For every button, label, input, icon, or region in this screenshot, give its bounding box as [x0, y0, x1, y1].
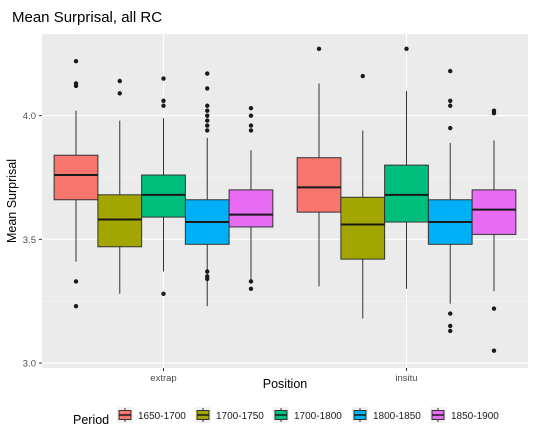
outlier-point [248, 128, 254, 133]
outlier-point [205, 269, 210, 274]
outlier-point [448, 323, 453, 329]
outlier-point [161, 291, 166, 296]
x-tick-label: extrap [150, 373, 176, 384]
box-body [296, 157, 342, 213]
box-1850-1900-extrap [228, 106, 274, 292]
y-axis-title: Mean Surprisal [5, 159, 19, 243]
box-body [97, 194, 143, 248]
legend-title: Period [73, 413, 109, 427]
outlier-point [448, 328, 453, 334]
outlier-point [117, 78, 122, 84]
y-tick-label: 3.5 [23, 235, 36, 246]
box-body [471, 189, 517, 235]
box-1650-1700-insitu [296, 46, 342, 287]
outlier-point [248, 279, 254, 284]
outlier-point [73, 303, 79, 309]
outlier-point [73, 59, 79, 64]
outlier-point [491, 306, 497, 311]
outlier-point [161, 98, 166, 104]
outlier-point [117, 91, 122, 96]
legend-item: 1700-1800 [273, 407, 342, 423]
legend-item: 1650-1700 [117, 407, 186, 423]
outlier-point [205, 128, 210, 133]
box-1700-1750-extrap [97, 78, 143, 294]
outlier-point [205, 103, 210, 108]
x-tick-label: insitu [395, 373, 417, 384]
box-1700-1800-extrap [141, 76, 186, 296]
box-body [228, 189, 274, 228]
outlier-point [161, 103, 166, 108]
outlier-point [448, 125, 453, 131]
legend-item: 1700-1750 [195, 407, 264, 423]
outlier-point [248, 123, 254, 128]
box-body [141, 174, 186, 218]
y-axis: 3.0 3.5 4.0 [23, 111, 42, 370]
box-layer [53, 46, 517, 353]
box-1700-1800-insitu [384, 46, 429, 289]
outlier-point [205, 118, 210, 123]
legend: Period 1650-1700 1700-1750 1700-1800 1800-1… [73, 407, 499, 427]
outlier-point [404, 46, 409, 52]
legend-label: 1700-1750 [216, 411, 264, 422]
y-tick-label: 3.0 [23, 359, 36, 370]
outlier-point [205, 86, 210, 91]
box-1850-1900-insitu [471, 108, 517, 353]
outlier-point [448, 311, 453, 316]
outlier-point [448, 103, 453, 108]
outlier-point [448, 98, 453, 104]
legend-item: 1800-1850 [352, 407, 421, 423]
outlier-point [205, 108, 210, 113]
box-1650-1700-extrap [53, 59, 99, 309]
y-tick-label: 4.0 [23, 111, 36, 122]
legend-label: 1800-1850 [373, 411, 421, 422]
legend-label: 1850-1900 [451, 411, 499, 422]
box-1800-1850-extrap [184, 71, 230, 307]
box-1800-1850-insitu [427, 68, 473, 334]
outlier-point [205, 276, 210, 282]
legend-item: 1850-1900 [430, 407, 499, 423]
legend-label: 1650-1700 [138, 411, 186, 422]
outlier-point [205, 113, 210, 118]
outlier-point [448, 68, 453, 74]
chart-title: Mean Surprisal, all RC [12, 9, 162, 26]
x-axis-title: Position [263, 377, 308, 391]
outlier-point [161, 76, 166, 81]
box-body [384, 164, 429, 223]
outlier-point [248, 106, 254, 111]
outlier-point [205, 71, 210, 76]
box-body [53, 154, 99, 201]
outlier-point [491, 110, 497, 116]
outlier-point [205, 123, 210, 128]
legend-label: 1700-1800 [294, 411, 342, 422]
box-body [340, 196, 386, 260]
outlier-point [73, 279, 79, 284]
x-axis: extrap insitu [150, 368, 418, 384]
box-1700-1750-insitu [340, 73, 386, 319]
outlier-point [248, 113, 254, 118]
outlier-point [360, 73, 365, 79]
outlier-point [73, 83, 79, 89]
outlier-point [248, 286, 254, 292]
outlier-point [491, 348, 497, 353]
outlier-point [316, 46, 322, 52]
